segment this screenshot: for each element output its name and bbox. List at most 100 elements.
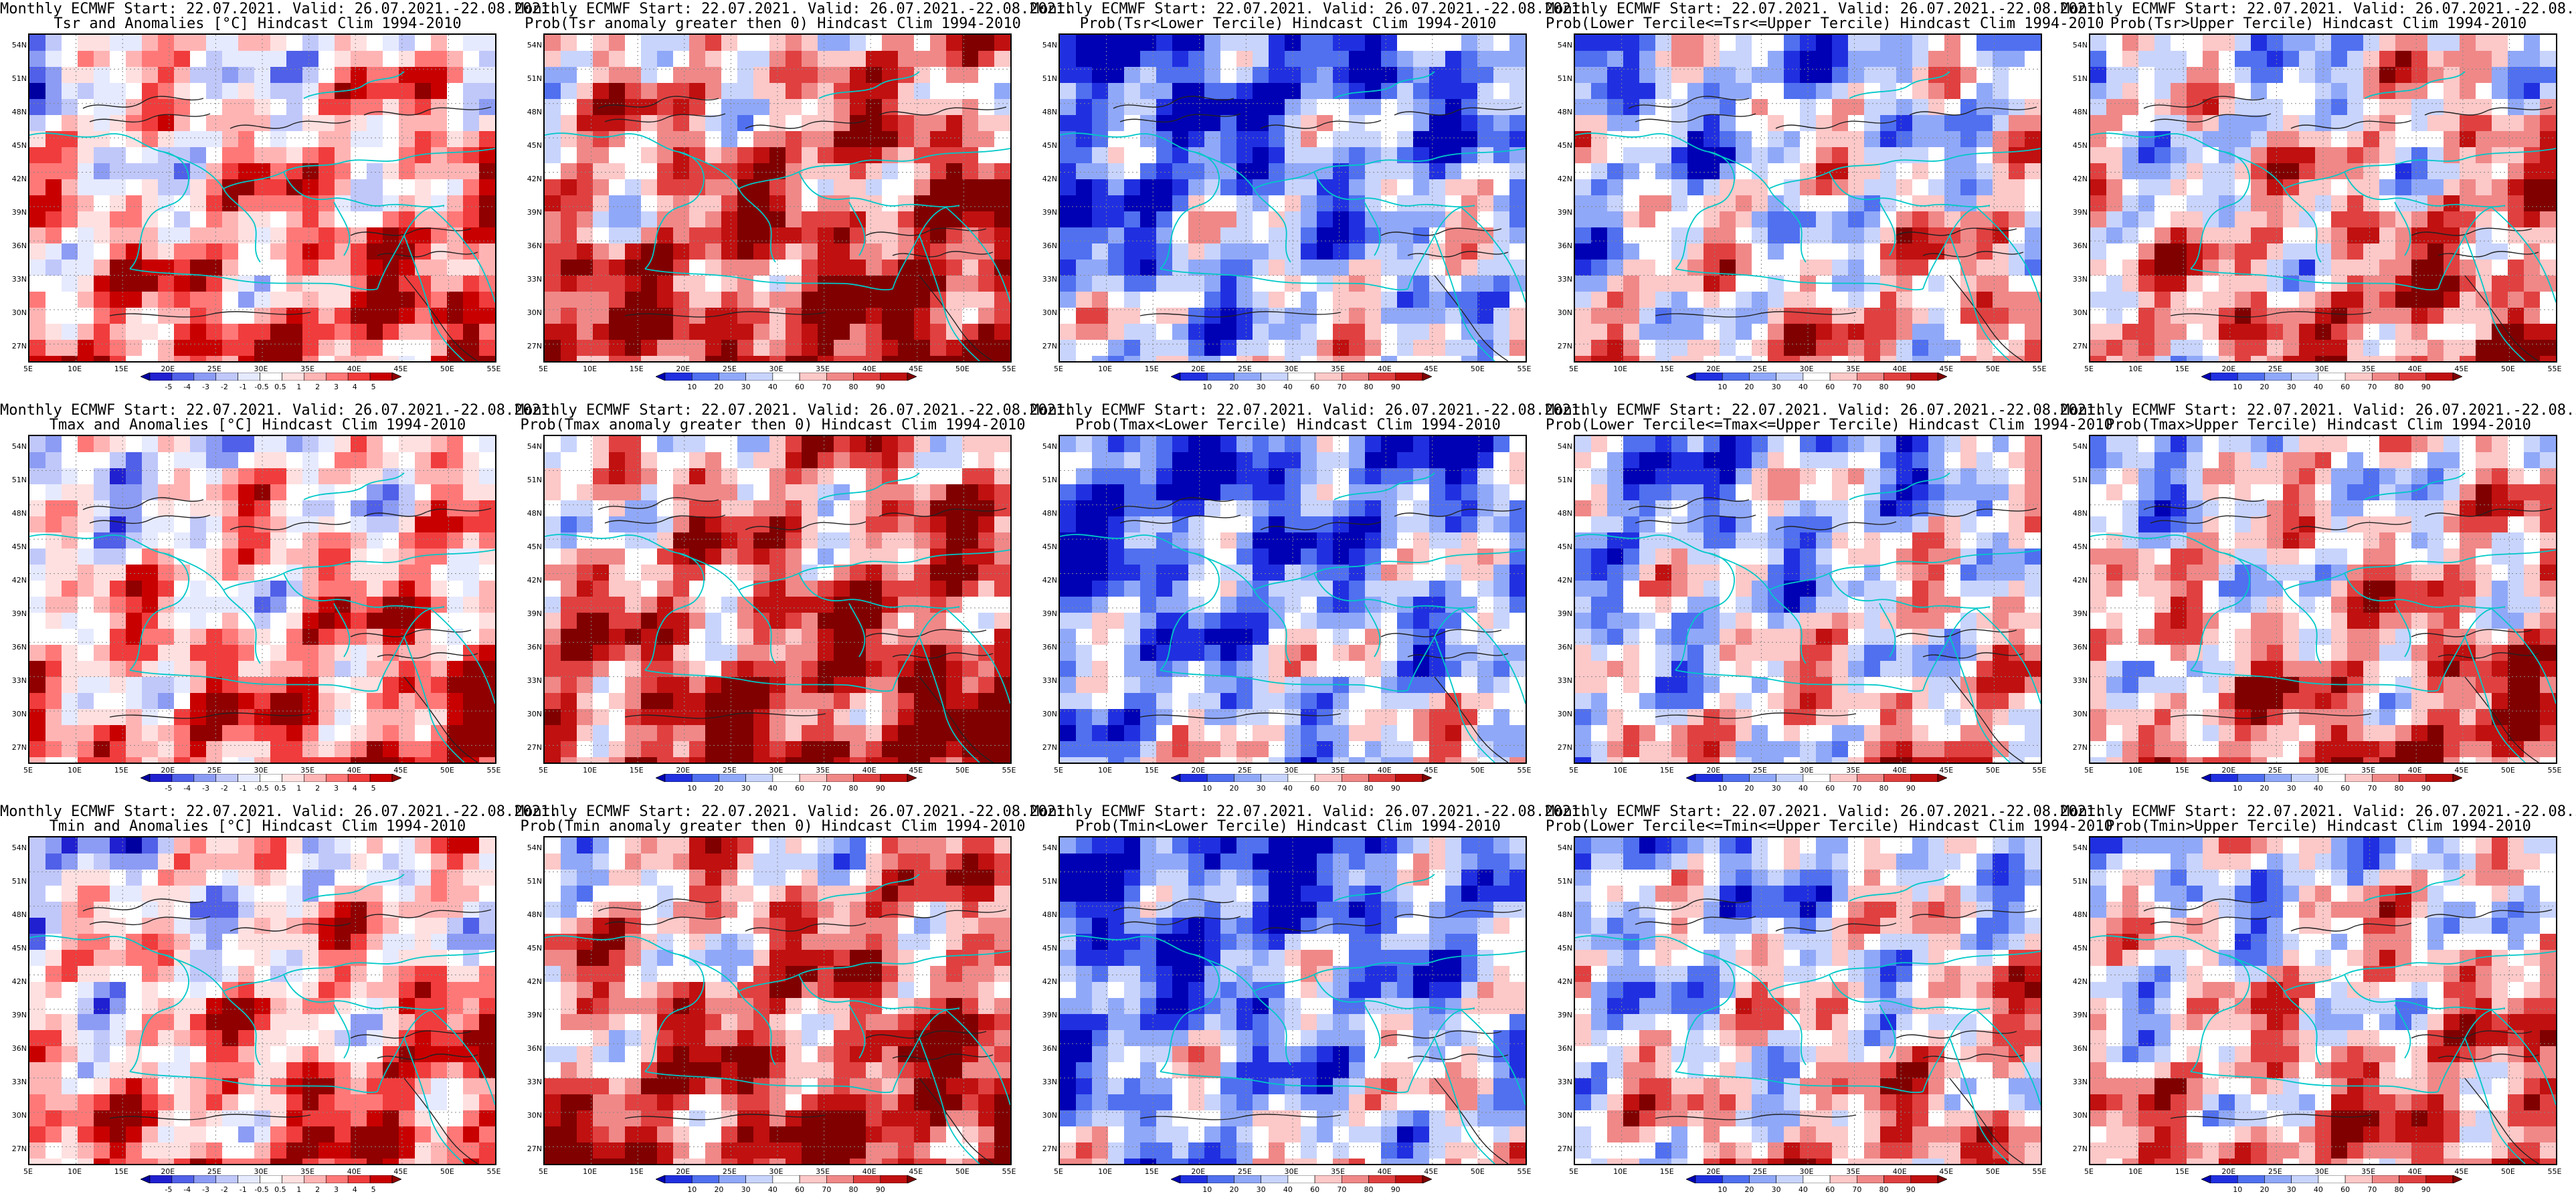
panel-header: Monthly ECMWF Start: 22.07.2021. Valid: …	[1030, 402, 1589, 419]
contour-line	[1260, 521, 1382, 530]
contour-line	[919, 1078, 994, 1164]
lat-tick-label: 36N	[1042, 1044, 1057, 1053]
coastline	[403, 235, 465, 361]
contour-line	[2150, 916, 2272, 926]
lat-tick-label: 39N	[1042, 1011, 1057, 1019]
colorbar	[1686, 774, 1947, 782]
forecast-panel-tsr-prob-pos: Monthly ECMWF Start: 22.07.2021. Valid: …	[515, 0, 1073, 401]
contour-line	[1394, 508, 1522, 517]
lon-tick-label: 50E	[440, 1167, 454, 1176]
panel-header: Monthly ECMWF Start: 22.07.2021. Valid: …	[515, 803, 1074, 820]
lon-tick-label: 40E	[2407, 365, 2422, 373]
contour-line	[1434, 676, 1509, 763]
contour-line	[1655, 712, 1857, 719]
lon-tick-label: 55E	[486, 1167, 501, 1176]
coastline	[2344, 974, 2506, 1011]
contour-line	[2290, 521, 2412, 530]
colorbar-tick-label: -0.5	[254, 383, 269, 391]
lon-tick-label: 10E	[1613, 1167, 1628, 1176]
forecast-panel-tmax-anom: Monthly ECMWF Start: 22.07.2021. Valid: …	[0, 401, 558, 803]
contour-line	[1119, 916, 1241, 926]
colorbar-tick-label: 5	[371, 383, 376, 391]
lon-tick-label: 35E	[816, 1167, 830, 1176]
lat-tick-label: 51N	[1042, 74, 1057, 83]
coastline	[283, 573, 445, 609]
colorbar-tick-label: 70	[1337, 383, 1347, 391]
lat-tick-label: 27N	[527, 342, 542, 350]
lon-tick-label: 25E	[1752, 766, 1767, 775]
lon-tick-label: 55E	[2032, 766, 2047, 775]
contour-line	[2150, 514, 2272, 524]
colorbar-tick-label: 40	[1283, 784, 1293, 793]
lon-tick-label: 5E	[23, 766, 33, 775]
contour-line	[745, 922, 866, 932]
coastline	[2190, 670, 2439, 692]
coastline	[818, 472, 920, 500]
coastline	[333, 1004, 351, 1059]
coastline	[1313, 974, 1475, 1011]
contour-line	[1407, 251, 1509, 258]
colorbar-tick-label: -1	[239, 1185, 247, 1194]
contour-line	[1949, 676, 2024, 763]
contour-line	[865, 629, 987, 637]
colorbar-tick-label: 70	[2367, 1185, 2377, 1194]
colorbar-tick-label: 20	[2260, 784, 2270, 793]
lon-tick-label: 5E	[539, 365, 548, 373]
panel-header: Monthly ECMWF Start: 22.07.2021. Valid: …	[1030, 1, 1589, 17]
colorbar	[1171, 774, 1432, 782]
lat-tick-label: 36N	[2072, 1044, 2088, 1053]
lon-tick-label: 55E	[2032, 1167, 2047, 1176]
colorbar-tick-label: 70	[1852, 1185, 1862, 1194]
coastline	[1160, 1071, 1408, 1094]
coastline	[1575, 132, 1735, 270]
lat-tick-label: 45N	[2072, 944, 2088, 952]
panel-header: Monthly ECMWF Start: 22.07.2021. Valid: …	[1546, 1, 2104, 17]
contour-line	[2411, 1030, 2533, 1039]
coastline	[945, 608, 1010, 704]
contour-line	[1628, 497, 1750, 510]
forecast-map	[28, 836, 496, 1165]
coastline	[2223, 954, 2322, 1066]
colorbar-tick-label: 40	[1283, 1185, 1293, 1194]
lon-tick-label: 50E	[1985, 766, 2000, 775]
map-field-svg	[545, 837, 1010, 1164]
coastline	[1160, 268, 1408, 291]
coastline	[678, 151, 776, 263]
lon-tick-label: 50E	[1985, 1167, 2000, 1176]
contour-line	[2170, 712, 2372, 719]
forecast-map	[1574, 33, 2042, 363]
panel-subtitle: Prob(Tmax anomaly greater then 0) Hindca…	[520, 417, 1026, 433]
colorbar	[1171, 373, 1432, 381]
coastline	[333, 201, 351, 256]
contour-line	[1139, 1114, 1342, 1120]
colorbar-tick-label: 90	[2421, 1185, 2431, 1194]
lat-tick-label: 48N	[1557, 509, 1572, 518]
coastline	[2090, 935, 2250, 1072]
lon-tick-label: 5E	[1054, 1167, 1063, 1176]
contour-line	[1635, 113, 1756, 123]
contour-line	[2437, 1054, 2539, 1060]
coastline	[403, 636, 465, 763]
colorbar-tick-label: -1	[239, 383, 247, 391]
coastline	[1849, 71, 1950, 99]
contour-line	[363, 508, 492, 517]
coastline	[2284, 148, 2556, 189]
colorbar-tick-label: 10	[1202, 383, 1212, 391]
panel-subtitle: Prob(Tmax>Upper Tercile) Hindcast Clim 1…	[2106, 417, 2531, 433]
lon-tick-label: 40E	[1892, 766, 1907, 775]
lat-tick-label: 39N	[1557, 208, 1572, 217]
lon-tick-label: 55E	[1517, 766, 1532, 775]
lat-tick-label: 45N	[1042, 944, 1057, 952]
contour-line	[879, 909, 1007, 918]
colorbar-tick-label: 40	[1798, 784, 1808, 793]
colorbar-tick-label: 3	[333, 1185, 339, 1194]
contour-line	[1949, 1078, 2024, 1164]
lat-tick-label: 33N	[11, 676, 27, 685]
colorbar-tick-label: 20	[714, 1185, 724, 1194]
contour-line	[82, 96, 204, 109]
lat-tick-label: 42N	[1042, 977, 1057, 986]
colorbar-tick-label: 3	[333, 383, 339, 391]
contour-line	[1113, 898, 1234, 912]
coastline	[129, 268, 378, 291]
